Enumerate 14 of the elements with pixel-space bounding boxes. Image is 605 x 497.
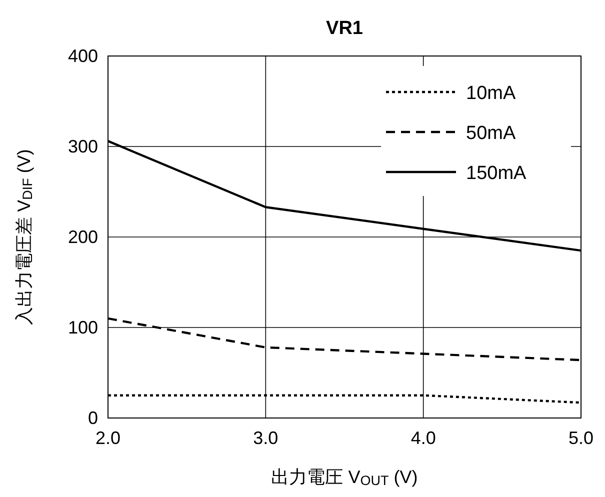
chart-title: VR1	[326, 18, 364, 39]
y-tick-label: 200	[68, 227, 98, 247]
x-tick-label: 5.0	[568, 428, 594, 448]
legend-label: 50mA	[466, 123, 516, 144]
legend-label: 10mA	[466, 83, 516, 104]
x-tick-label: 2.0	[95, 428, 121, 448]
x-tick-label: 4.0	[410, 428, 436, 448]
x-axis-title: 出力電圧 V$_{OUT}$ (V)	[271, 467, 418, 488]
y-tick-label: 100	[68, 318, 98, 338]
legend-label: 150mA	[466, 163, 527, 184]
x-tick-label: 3.0	[253, 428, 278, 448]
y-tick-label: 400	[68, 46, 98, 66]
y-tick-label: 0	[88, 408, 98, 428]
y-tick-label: 300	[68, 136, 98, 156]
